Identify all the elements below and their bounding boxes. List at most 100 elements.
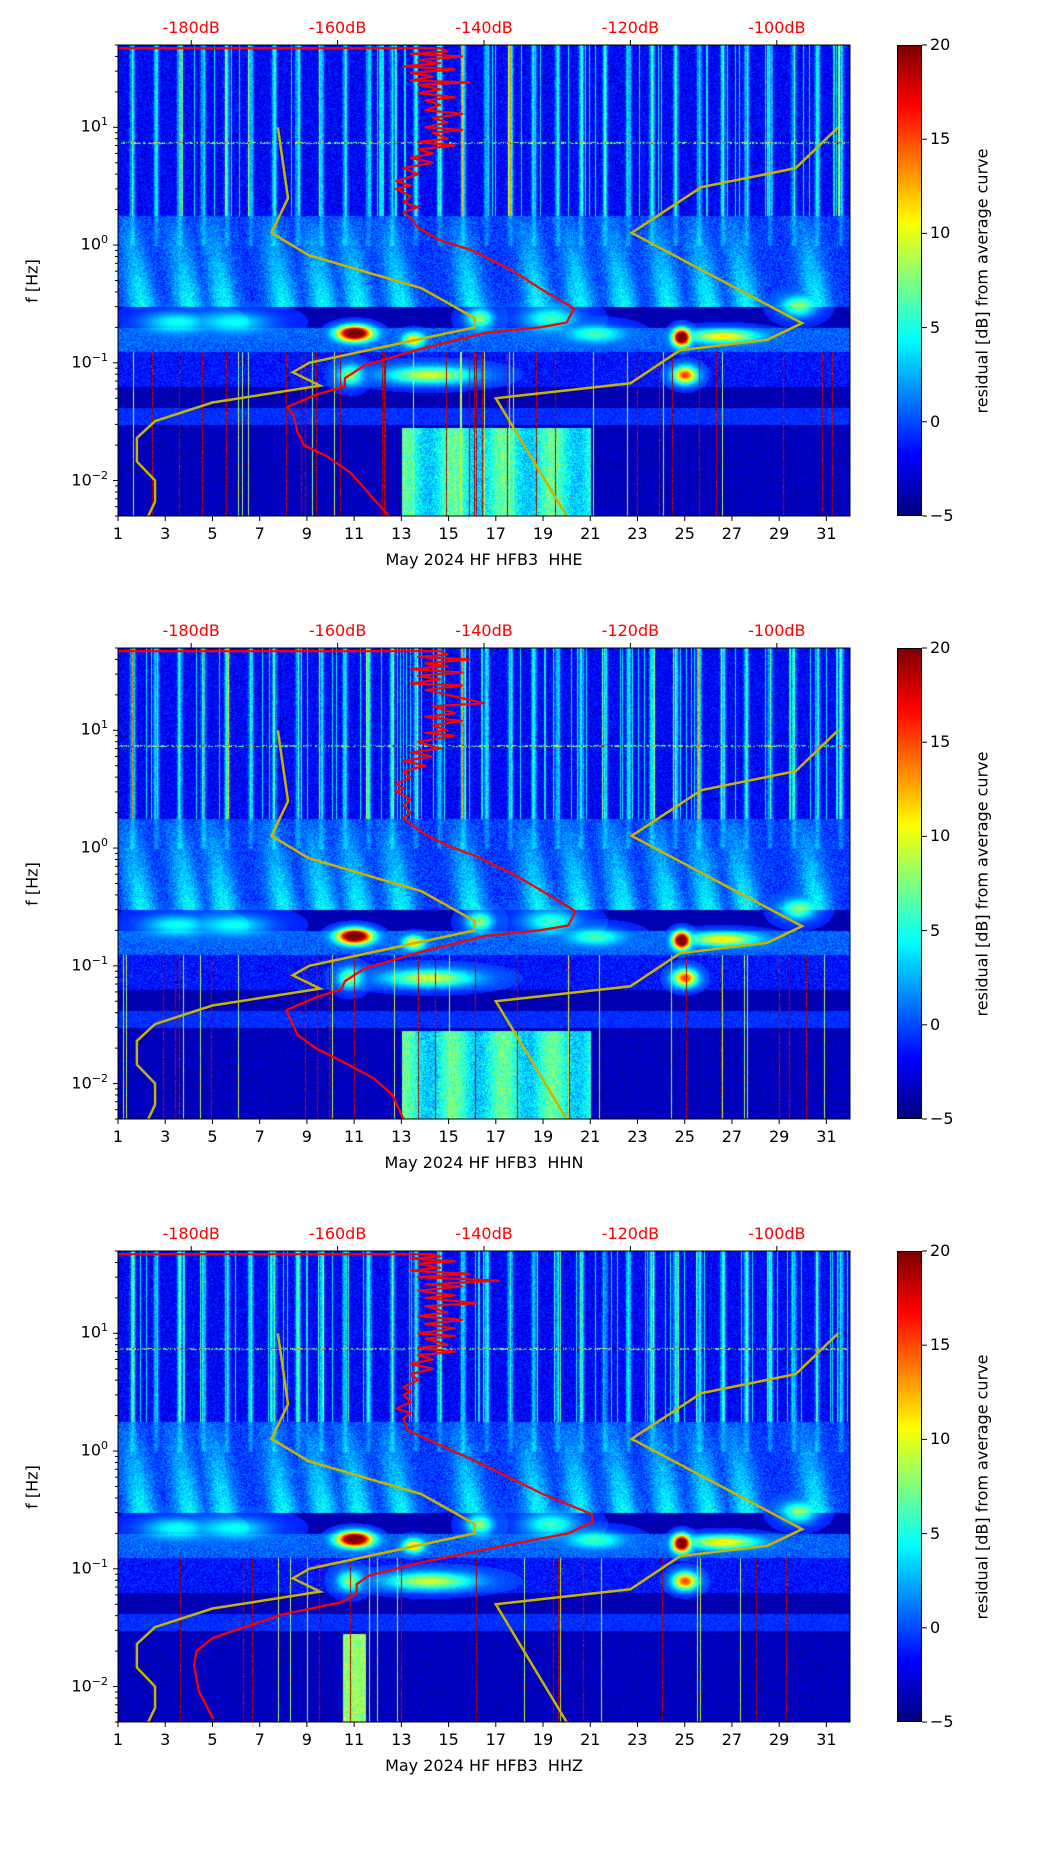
x-tick-label: 9 xyxy=(301,524,312,543)
x-tick-label: 15 xyxy=(438,1730,459,1749)
y-tick-base: 10 xyxy=(71,1558,92,1578)
db-tick-label: -100dB xyxy=(748,18,806,37)
colorbar-tick-label: 10 xyxy=(930,1429,951,1449)
y-axis-label: f [Hz] xyxy=(22,258,42,303)
colorbar-tick-label: 0 xyxy=(930,1617,941,1637)
db-tick-label: -140dB xyxy=(455,1224,513,1243)
x-axis-label: May 2024 HF HFB3 HHZ xyxy=(385,1756,583,1775)
y-tick-base: 10 xyxy=(80,719,101,739)
db-tick-label: -180dB xyxy=(162,1224,220,1243)
db-tick-label: -160dB xyxy=(308,18,367,37)
x-tick-label: 3 xyxy=(160,524,171,543)
colorbar-tick-label: 5 xyxy=(930,1523,941,1543)
x-tick-label: 11 xyxy=(343,524,365,543)
y-tick-base: 10 xyxy=(80,116,101,136)
db-tick-label: -140dB xyxy=(455,18,513,37)
x-tick-label: 3 xyxy=(160,1730,171,1749)
model-curve-1 xyxy=(493,1332,840,1722)
average-psd-curve xyxy=(118,47,576,516)
x-tick-label: 17 xyxy=(485,1730,506,1749)
db-tick-label: -160dB xyxy=(308,621,367,640)
db-tick-label: -180dB xyxy=(162,621,220,640)
x-tick-label: 21 xyxy=(580,1730,601,1749)
colorbar-tick-label: 10 xyxy=(930,826,951,846)
db-tick-label: -100dB xyxy=(748,621,806,640)
y-tick-exponent: −2 xyxy=(91,1071,108,1085)
y-tick-label: 10−2 xyxy=(48,1072,108,1092)
x-tick-label: 27 xyxy=(721,1730,743,1749)
plot-overlay xyxy=(113,40,927,521)
residual-heatmap xyxy=(118,1251,850,1722)
x-tick-label: 5 xyxy=(207,524,218,543)
spectrogram-panel-2: 1 3 5 7 9 11 13 15 17 19 21 23 25 27 29 31 -180dB -160dB -… xyxy=(0,1224,1052,1854)
colorbar-tick-label: −5 xyxy=(930,1109,954,1128)
residual-heatmap xyxy=(118,648,850,1119)
residual-heatmap xyxy=(118,45,850,516)
x-tick-label: 1 xyxy=(112,1730,124,1749)
y-tick-base: 10 xyxy=(71,352,92,372)
colorbar-tick-label: 0 xyxy=(930,1014,941,1034)
colorbar-tick-label: 20 xyxy=(930,1241,951,1260)
x-tick-label: 23 xyxy=(627,1730,648,1749)
average-psd-curve xyxy=(118,650,577,1119)
x-tick-label: 13 xyxy=(391,1730,412,1749)
x-tick-label: 15 xyxy=(438,1127,459,1146)
plot-frame xyxy=(117,1250,851,1723)
y-tick-base: 10 xyxy=(71,469,92,489)
y-tick-base: 10 xyxy=(71,955,92,975)
model-curve-1 xyxy=(493,126,840,516)
y-tick-base: 10 xyxy=(71,1072,92,1092)
y-tick-exponent: 1 xyxy=(101,1321,108,1335)
plot-overlay xyxy=(113,1246,927,1727)
y-tick-base: 10 xyxy=(80,837,101,857)
x-tick-label: 25 xyxy=(674,524,695,543)
db-tick-label: -180dB xyxy=(162,18,220,37)
db-tick-label: -120dB xyxy=(601,18,660,37)
x-tick-label: 9 xyxy=(301,1127,312,1146)
colorbar-tick-label: 15 xyxy=(930,1335,951,1355)
x-tick-label: 19 xyxy=(532,524,554,543)
colorbar xyxy=(897,45,922,516)
y-tick-label: 100 xyxy=(48,836,108,856)
colorbar-tick-label: 15 xyxy=(930,129,951,149)
colorbar-tick-label: 20 xyxy=(930,35,951,54)
x-tick-label: 5 xyxy=(207,1730,218,1749)
y-tick-base: 10 xyxy=(80,1322,101,1342)
x-tick-label: 11 xyxy=(343,1730,365,1749)
x-tick-label: 21 xyxy=(580,524,601,543)
y-tick-exponent: 0 xyxy=(101,1439,108,1453)
y-tick-exponent: 1 xyxy=(101,718,108,732)
y-tick-exponent: 0 xyxy=(101,836,108,850)
y-tick-label: 10−1 xyxy=(48,351,108,371)
x-tick-label: 5 xyxy=(207,1127,218,1146)
colorbar-tick-label: 15 xyxy=(930,732,951,752)
colorbar-label: residual [dB] from average curve xyxy=(972,751,992,1016)
x-tick-label: 3 xyxy=(160,1127,171,1146)
db-tick-label: -120dB xyxy=(601,621,660,640)
colorbar-tick-label: 0 xyxy=(930,411,941,431)
db-tick-label: -160dB xyxy=(308,1224,367,1243)
x-tick-label: 23 xyxy=(627,1127,648,1146)
y-tick-exponent: −2 xyxy=(91,1674,108,1688)
x-tick-label: 1 xyxy=(112,1127,124,1146)
model-curve-0 xyxy=(135,1333,476,1722)
spectrogram-panel-1: 1 3 5 7 9 11 13 15 17 19 21 23 25 27 29 31 -180dB -160dB -… xyxy=(0,621,1052,1251)
db-tick-label: -140dB xyxy=(455,621,513,640)
model-curve-1 xyxy=(493,729,840,1119)
x-tick-label: 27 xyxy=(721,524,743,543)
colorbar xyxy=(897,648,922,1119)
x-tick-label: 23 xyxy=(627,524,648,543)
plot-frame xyxy=(117,44,851,517)
y-tick-label: 10−2 xyxy=(48,469,108,489)
x-tick-label: 29 xyxy=(768,524,790,543)
colorbar-label: residual [dB] from average curve xyxy=(972,148,992,413)
y-tick-label: 101 xyxy=(48,718,108,738)
x-tick-label: 7 xyxy=(254,524,265,543)
spectrogram-panel-0: 1 3 5 7 9 11 13 15 17 19 21 23 25 27 29 31 -180dB -160dB -… xyxy=(0,18,1052,648)
y-axis-label: f [Hz] xyxy=(22,1464,42,1509)
y-tick-label: 100 xyxy=(48,1439,108,1459)
model-curve-0 xyxy=(135,730,476,1119)
x-tick-label: 11 xyxy=(343,1127,365,1146)
y-tick-exponent: 1 xyxy=(101,115,108,129)
colorbar-tick-label: 20 xyxy=(930,638,951,657)
